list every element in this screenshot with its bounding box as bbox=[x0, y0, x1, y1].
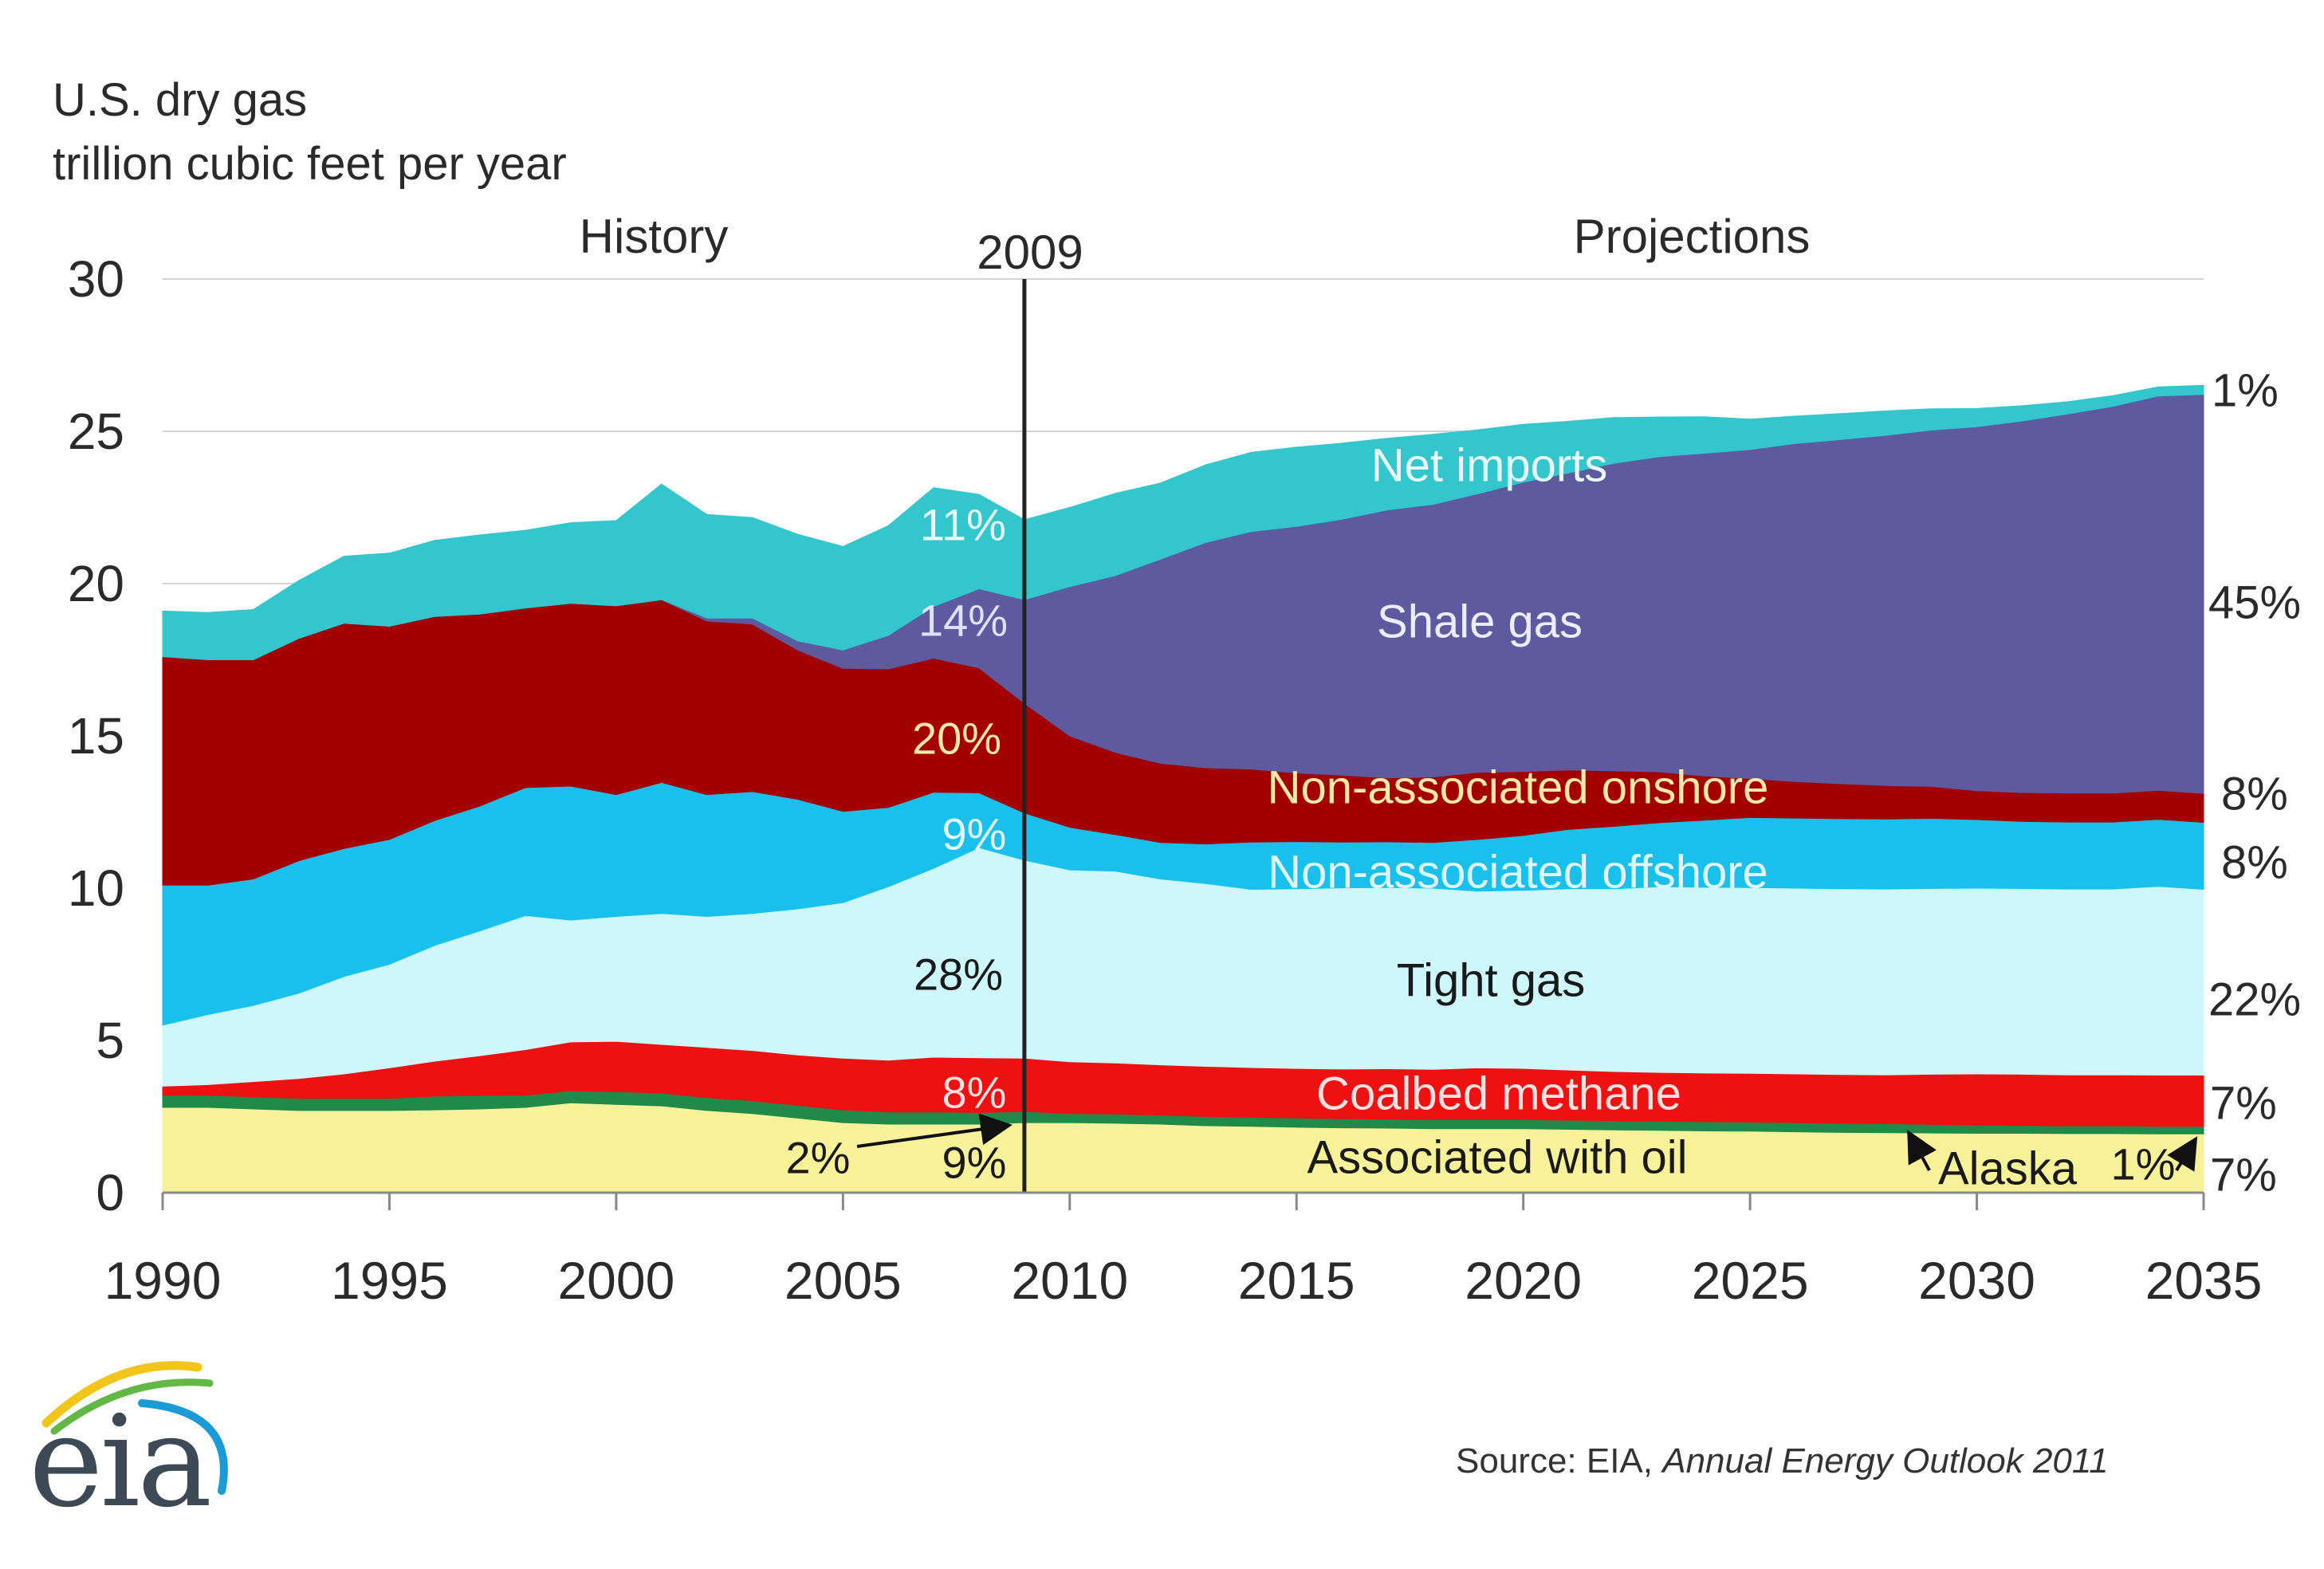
logo-swoosh-yellow bbox=[41, 1361, 203, 1428]
series-label-offshore: Non-associated offshore bbox=[1268, 846, 1768, 899]
axes bbox=[161, 1191, 2205, 1210]
eia-logo-text: eia bbox=[29, 1389, 212, 1536]
series-label-shale-gas: Shale gas bbox=[1377, 596, 1583, 648]
y-tick-10: 10 bbox=[67, 859, 124, 917]
x-tick-2010: 2010 bbox=[1011, 1251, 1129, 1310]
logo-swoosh-blue bbox=[138, 1399, 228, 1495]
source-title: Annual Energy Outlook 2011 bbox=[1662, 1441, 2109, 1481]
share-shale-2035: 45% bbox=[2208, 576, 2302, 629]
y-tick-5: 5 bbox=[96, 1012, 124, 1069]
arrow-alaska-2035 bbox=[2167, 1136, 2198, 1172]
share-net-imports-2035: 1% bbox=[2212, 364, 2279, 417]
x-tick-2005: 2005 bbox=[784, 1251, 902, 1310]
series-label-onshore: Non-associated onshore bbox=[1267, 761, 1769, 814]
pct-coalbed-2009: 8% bbox=[942, 1067, 1007, 1118]
eia-logo-swoosh bbox=[41, 1361, 228, 1495]
chart-title-line1: U.S. dry gas bbox=[53, 74, 308, 126]
source-note: Source: EIA, Annual Energy Outlook 2011 bbox=[1456, 1441, 2109, 1481]
divider-year-label: 2009 bbox=[977, 226, 1083, 279]
x-tick-1990: 1990 bbox=[104, 1251, 222, 1310]
pct-alaska-2009: 2% bbox=[785, 1132, 851, 1183]
pct-net-imports-2009: 11% bbox=[920, 499, 1006, 550]
y-tick-0: 0 bbox=[96, 1164, 124, 1221]
pct-associated-2009: 9% bbox=[942, 1137, 1007, 1188]
arrow-alaska-2009 bbox=[856, 1113, 1013, 1148]
series-label-alaska: Alaska bbox=[1937, 1142, 2078, 1195]
share-associated-2035: 7% bbox=[2210, 1149, 2277, 1201]
x-tick-2020: 2020 bbox=[1465, 1251, 1583, 1310]
pct-offshore-2009: 9% bbox=[942, 808, 1007, 859]
stacked-areas bbox=[162, 384, 2204, 1193]
annotation-arrows bbox=[856, 1113, 2198, 1172]
series-label-tight-gas: Tight gas bbox=[1396, 954, 1586, 1007]
x-tick-2015: 2015 bbox=[1237, 1251, 1355, 1310]
series-label-net-imports: Net imports bbox=[1370, 439, 1608, 492]
x-tick-2030: 2030 bbox=[1918, 1251, 2035, 1310]
series-label-associated: Associated with oil bbox=[1307, 1131, 1688, 1184]
y-tick-20: 20 bbox=[67, 555, 124, 612]
logo-swoosh-green bbox=[50, 1378, 214, 1435]
source-prefix: Source: EIA, bbox=[1456, 1441, 1663, 1481]
arrow-alaska-left bbox=[1907, 1129, 1937, 1171]
x-tick-2000: 2000 bbox=[557, 1251, 675, 1310]
share-onshore-2035: 8% bbox=[2221, 768, 2288, 820]
chart-title-line2: trillion cubic feet per year bbox=[53, 138, 567, 190]
y-tick-15: 15 bbox=[67, 707, 124, 765]
y-tick-25: 25 bbox=[67, 403, 124, 460]
share-tight-2035: 22% bbox=[2208, 973, 2302, 1026]
history-label: History bbox=[579, 210, 729, 263]
pct-alaska-2035: 1% bbox=[2110, 1138, 2176, 1190]
x-tick-2035: 2035 bbox=[2145, 1251, 2263, 1310]
x-tick-1995: 1995 bbox=[331, 1251, 448, 1310]
pct-onshore-2009: 20% bbox=[911, 713, 1002, 764]
pct-shale-2009: 14% bbox=[918, 595, 1009, 646]
x-tick-2025: 2025 bbox=[1691, 1251, 1809, 1310]
series-label-coalbed: Coalbed methane bbox=[1316, 1068, 1681, 1120]
pct-tight-2009: 28% bbox=[913, 949, 1004, 1000]
share-offshore-2035: 8% bbox=[2221, 836, 2288, 889]
projections-label: Projections bbox=[1573, 210, 1811, 263]
share-coalbed-2035: 7% bbox=[2210, 1077, 2277, 1130]
area-net-imports bbox=[162, 384, 2204, 660]
y-tick-30: 30 bbox=[67, 250, 124, 308]
